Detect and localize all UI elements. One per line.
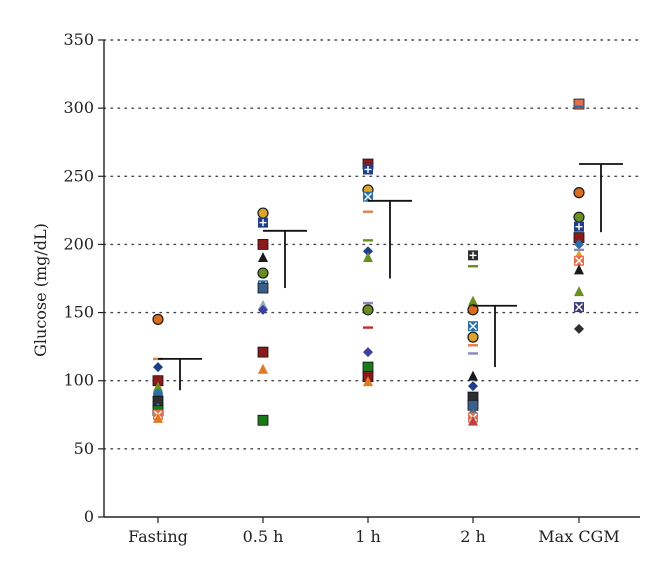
mean-sd-bar (263, 229, 307, 289)
y-tick-label: 150 (63, 303, 94, 322)
data-points (152, 98, 585, 426)
y-axis-title: Glucose (mg/dL) (31, 223, 50, 357)
data-point (153, 362, 163, 373)
data-point (468, 295, 478, 306)
y-tick-label: 300 (63, 98, 94, 117)
data-point (468, 381, 478, 392)
mean-sd-bar (473, 304, 517, 368)
data-point (574, 286, 584, 297)
data-point (468, 250, 478, 261)
data-point (363, 164, 373, 175)
y-tick-label: 50 (74, 439, 94, 458)
data-point (257, 267, 269, 279)
data-point (363, 191, 373, 202)
y-tick-label: 200 (63, 234, 94, 253)
data-point (257, 414, 269, 426)
data-point (467, 331, 479, 343)
data-point (152, 313, 164, 325)
data-point (257, 282, 269, 294)
data-point (153, 381, 163, 392)
data-point (574, 239, 584, 250)
data-point (574, 255, 584, 266)
x-tick-label: 1 h (355, 527, 381, 546)
y-tick-label: 100 (63, 371, 94, 390)
data-point (363, 376, 373, 387)
data-point (257, 346, 269, 358)
data-point (468, 321, 478, 332)
mean-sd-bars (158, 163, 623, 391)
data-point (574, 221, 584, 232)
data-point (467, 304, 479, 316)
data-point (468, 415, 478, 426)
y-tick-label: 350 (63, 30, 94, 49)
data-point (257, 207, 269, 219)
mean-sd-bar (368, 199, 412, 279)
data-point (258, 304, 268, 315)
data-point (257, 239, 269, 250)
gridlines (103, 39, 641, 450)
data-point (573, 187, 585, 199)
x-tick-label: 0.5 h (243, 527, 284, 546)
data-point (258, 252, 268, 263)
mean-sd-bar (579, 163, 623, 233)
data-point (363, 347, 373, 358)
x-tick-label: Fasting (128, 527, 188, 546)
data-point (573, 98, 585, 110)
data-point (573, 211, 585, 223)
data-point (363, 246, 373, 257)
axes: 0 50 100 150 200 250 300 350 Fasting 0.5 h 1 h 2 h M… (63, 30, 640, 546)
data-point (258, 299, 268, 310)
data-point (153, 412, 163, 423)
data-point (362, 361, 374, 373)
data-point (574, 264, 584, 275)
data-point (363, 252, 373, 263)
data-point (258, 217, 268, 228)
x-tick-label: 2 h (460, 527, 486, 546)
data-point (574, 302, 584, 313)
data-point (574, 323, 584, 334)
x-tick-label: Max CGM (538, 527, 619, 546)
data-point (362, 304, 374, 316)
y-tick-label: 0 (84, 507, 94, 526)
data-point (258, 363, 268, 374)
data-point (468, 370, 478, 381)
y-tick-label: 250 (63, 166, 94, 185)
mean-sd-bar (158, 358, 202, 391)
